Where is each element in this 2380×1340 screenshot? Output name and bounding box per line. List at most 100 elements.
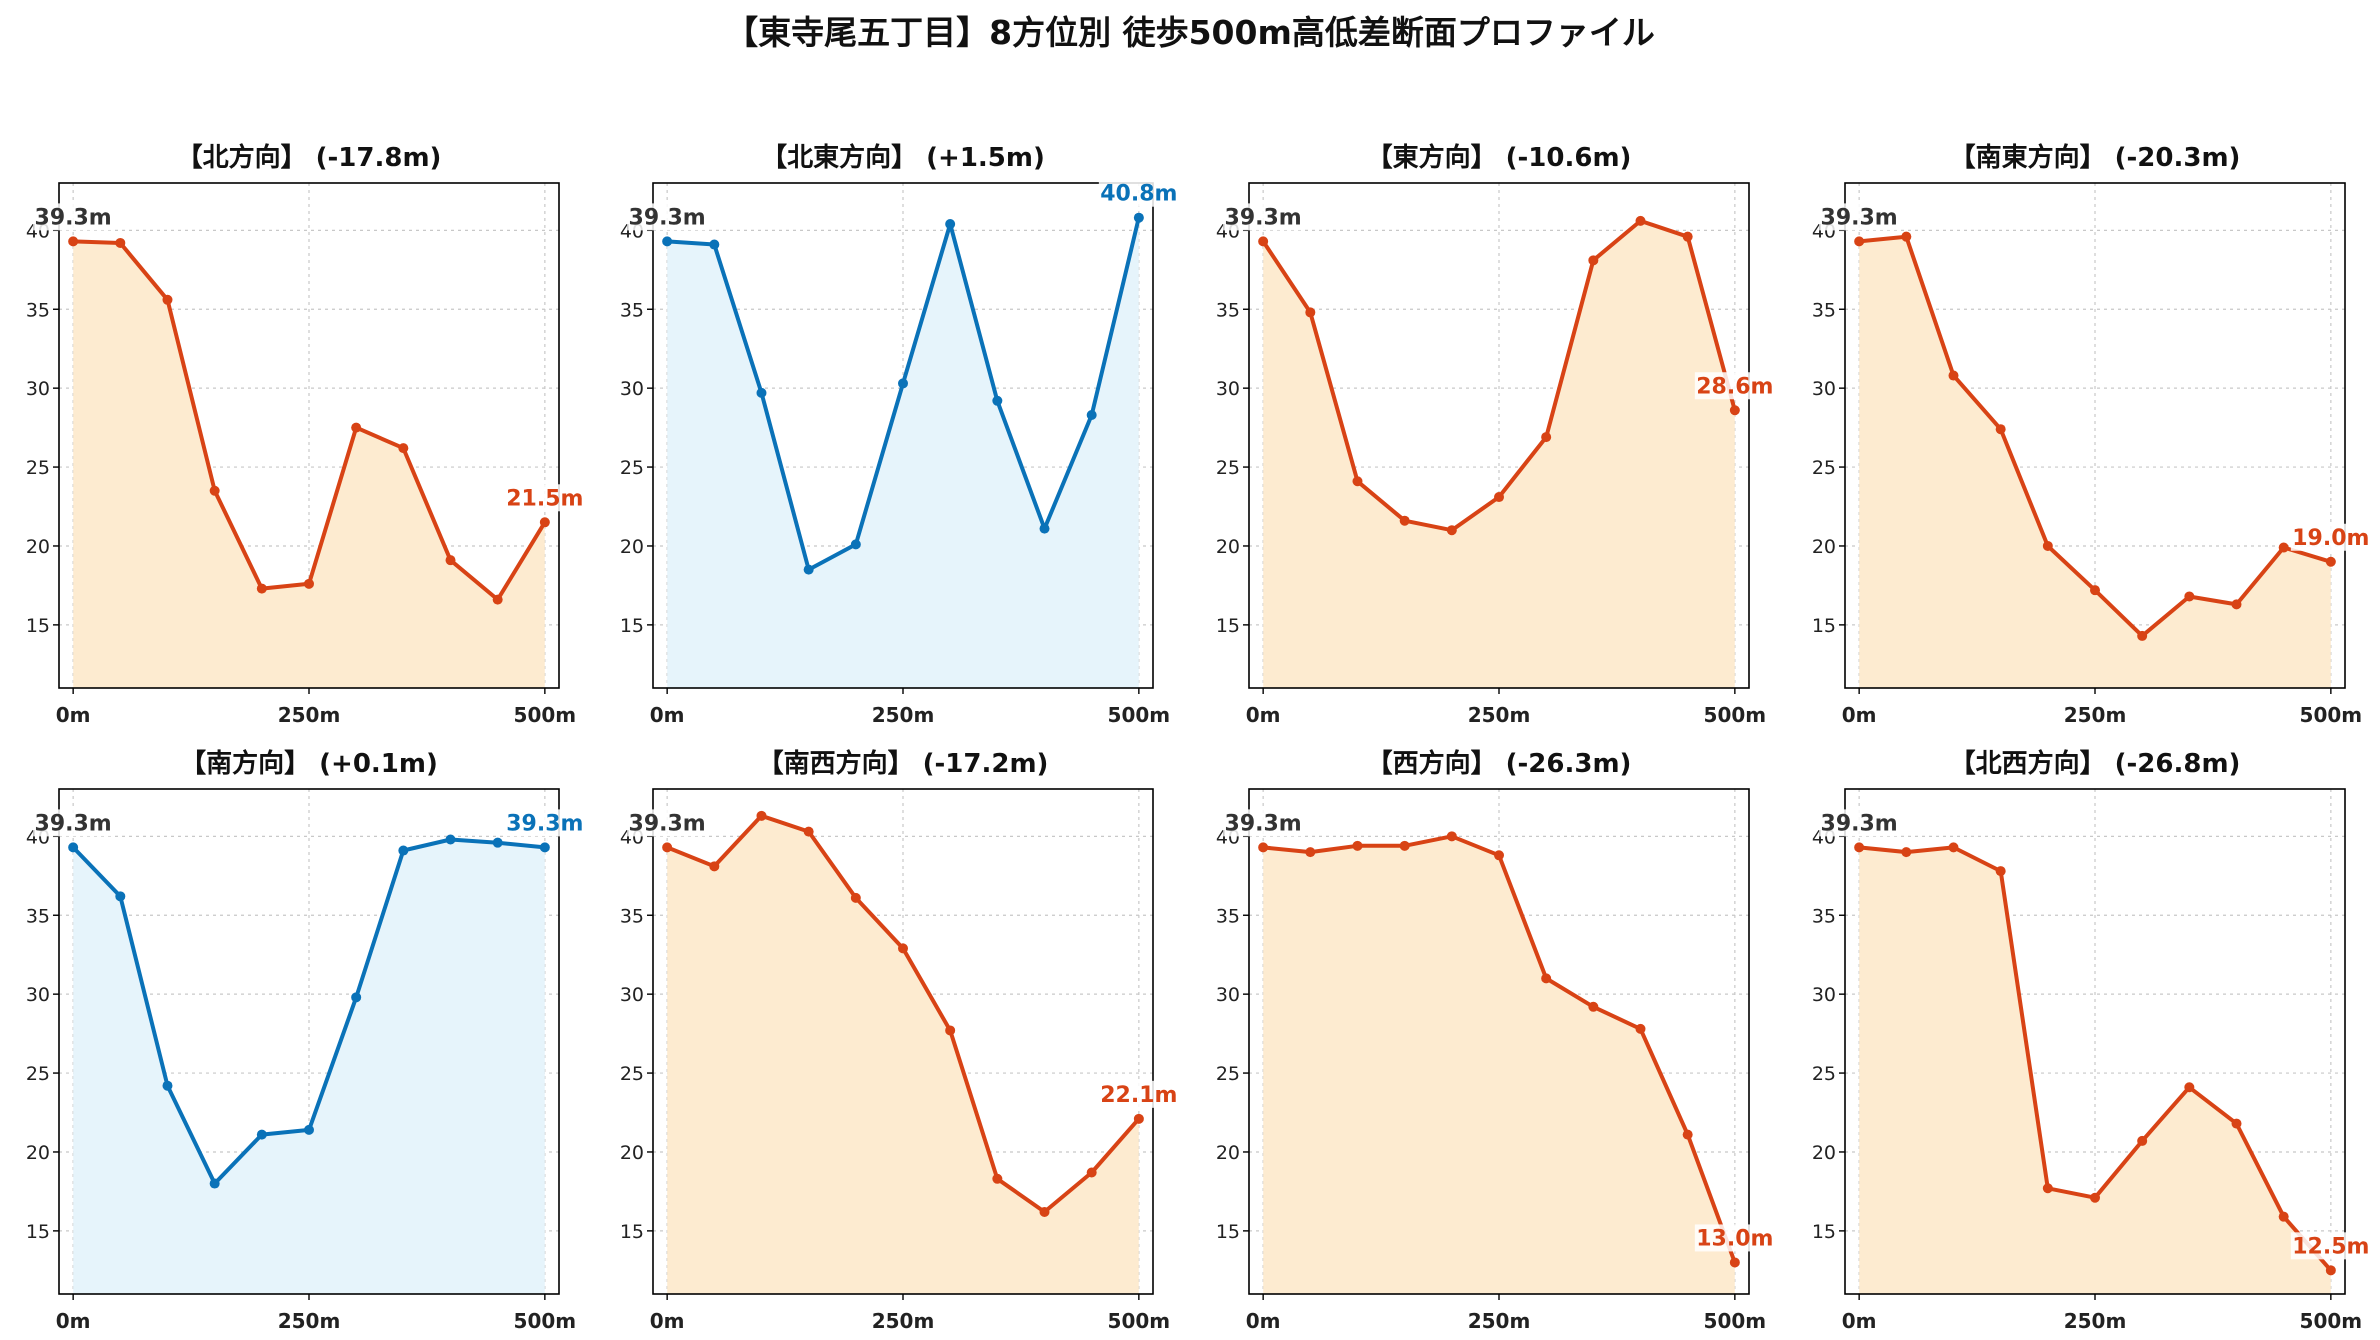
y-tick-label: 30 [1216,984,1240,1006]
profile-point [1494,492,1504,503]
panel-title: 【南西方向】 (-17.2m) [758,748,1049,779]
profile-point [2137,1135,2148,1146]
profile-point [1948,842,1959,853]
x-tick-label: 500m [2300,703,2363,727]
start-elevation-label: 39.3m [1225,811,1302,836]
x-tick-label: 0m [1246,703,1281,727]
x-tick-label: 250m [872,703,935,727]
end-elevation-label: 40.8m [1100,182,1177,207]
x-tick-label: 0m [1246,1309,1281,1333]
profile-point [756,387,767,398]
y-tick-label: 35 [26,905,50,927]
end-label-box [2290,1232,2371,1260]
end-elevation-label: 21.5m [506,486,583,511]
profile-point [1039,1206,1050,1217]
end-elevation-label: 39.3m [506,811,583,836]
profile-point [1901,231,1912,242]
x-tick-label: 500m [514,1309,577,1333]
profile-point [445,555,456,566]
profile-point [115,891,126,902]
y-tick-label: 15 [1812,615,1836,637]
y-tick-label: 25 [620,1063,644,1085]
profile-area [73,241,545,688]
x-tick-label: 250m [1468,703,1531,727]
profile-point [304,578,314,589]
y-tick-label: 35 [1812,299,1836,321]
profile-point [2042,540,2053,551]
profile-point [1399,515,1410,526]
profile-point [2231,1118,2242,1129]
end-label-box [504,809,585,837]
profile-point [492,837,503,848]
profile-point [1541,432,1552,443]
profile-point [1086,1167,1097,1178]
profile-point [2278,1211,2289,1222]
profile-point [1258,842,1269,853]
y-tick-label: 25 [1216,457,1240,479]
profile-point [256,1129,267,1140]
profile-point [898,943,908,954]
profile-point [1635,215,1646,226]
profile-area [667,217,1139,688]
panel-title: 【西方向】 (-26.3m) [1367,748,1632,779]
profile-point [1995,424,2006,435]
x-tick-label: 0m [650,703,685,727]
start-elevation-label: 39.3m [35,811,112,836]
profile-point [1541,973,1552,984]
profile-area [1263,220,1735,688]
end-label-box [2290,523,2371,551]
y-tick-label: 30 [1812,378,1836,400]
start-label-box [33,203,114,231]
end-label-box [1694,1224,1775,1252]
profile-area [667,815,1139,1294]
profile-point [1588,1001,1599,1012]
x-tick-label: 500m [1704,703,1767,727]
y-tick-label: 30 [26,984,50,1006]
profile-point [2184,1082,2195,1093]
start-elevation-label: 39.3m [629,205,706,230]
profile-point [662,842,673,853]
end-label-box [1694,372,1775,400]
y-tick-label: 20 [1216,536,1240,558]
profile-point [1682,231,1693,242]
x-tick-label: 250m [872,1309,935,1333]
profile-point [2325,1265,2336,1276]
x-tick-label: 0m [56,703,91,727]
profile-point [945,1025,956,1036]
y-tick-label: 20 [620,1142,644,1164]
x-tick-label: 250m [2064,1309,2127,1333]
y-tick-label: 30 [620,984,644,1006]
y-tick-label: 25 [620,457,644,479]
profile-point [1854,236,1865,247]
profile-point [162,1080,173,1091]
profile-point [850,892,861,903]
panel-title: 【南方向】 (+0.1m) [180,748,438,779]
start-label-box [627,203,708,231]
y-tick-label: 15 [1216,615,1240,637]
profile-point [1399,840,1410,851]
profile-point [1446,525,1457,536]
profile-point [803,826,814,837]
y-tick-label: 15 [26,615,50,637]
start-elevation-label: 39.3m [1821,205,1898,230]
profile-point [209,1178,220,1189]
x-tick-label: 500m [1108,1309,1171,1333]
profile-point [1086,409,1097,420]
profile-point [1305,847,1316,858]
profile-area [1859,236,2331,688]
profile-point [1588,255,1599,266]
y-tick-label: 25 [1812,457,1836,479]
profile-point [1352,476,1363,487]
y-tick-label: 15 [1216,1221,1240,1243]
profile-point [162,294,173,305]
start-elevation-label: 39.3m [629,811,706,836]
profile-point [2231,599,2242,610]
y-tick-label: 25 [1216,1063,1240,1085]
profile-point [992,395,1003,406]
